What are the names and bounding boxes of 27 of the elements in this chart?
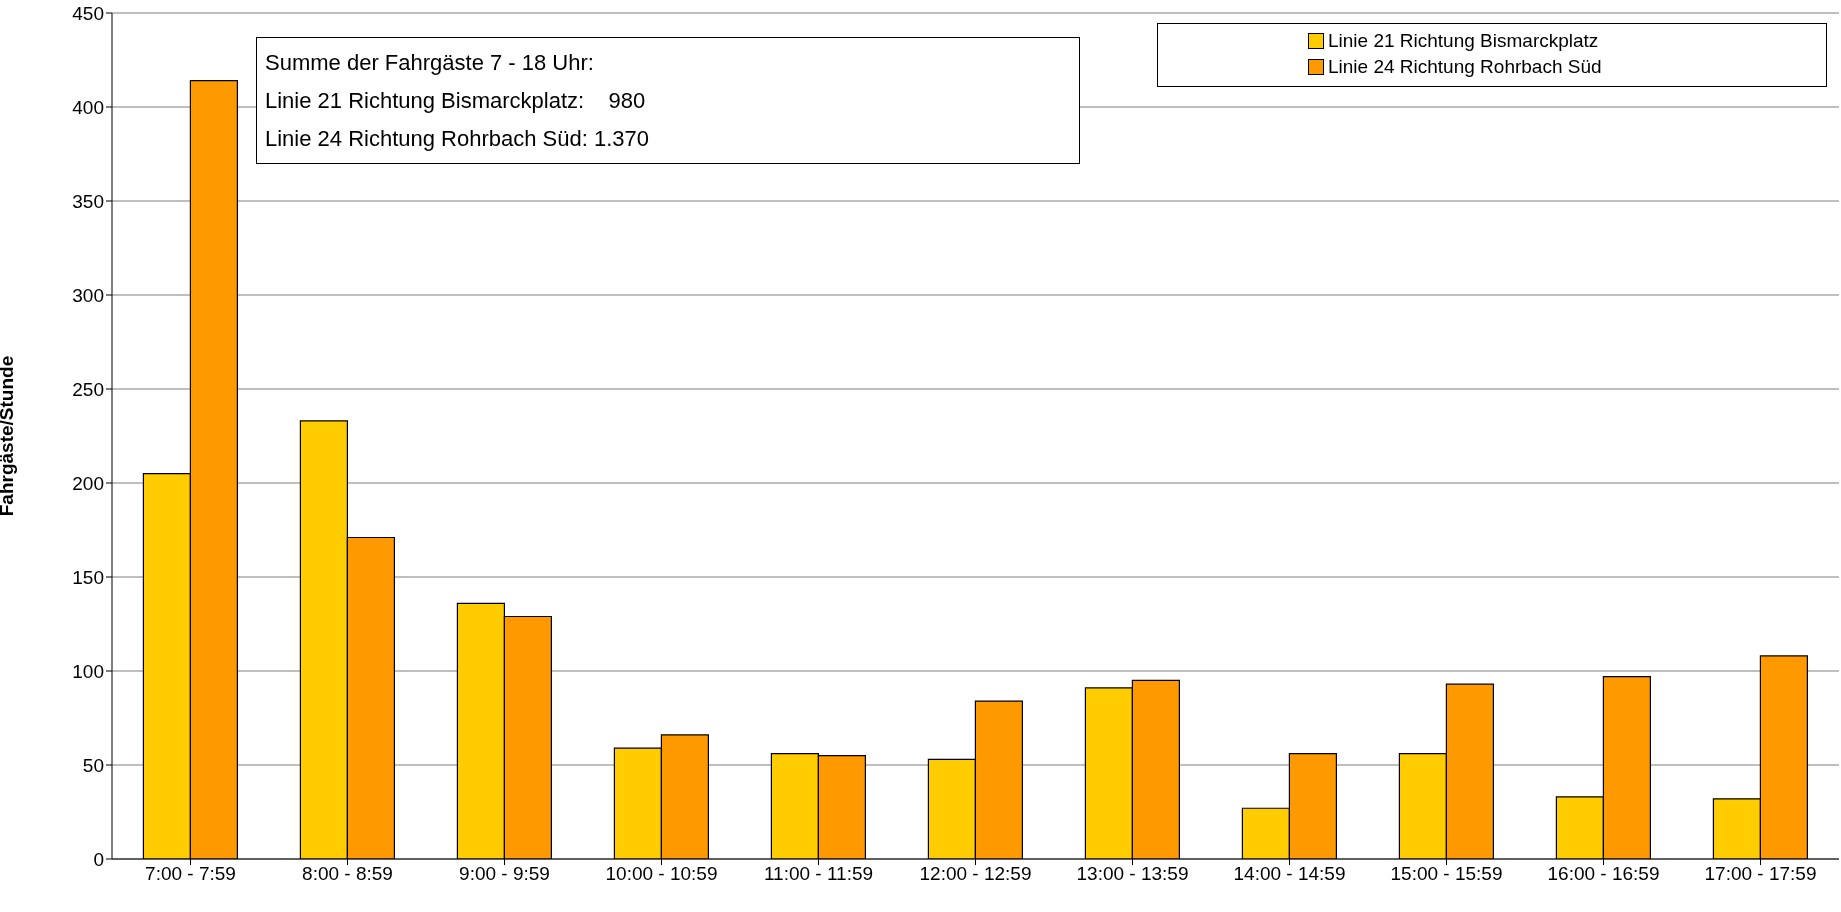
y-tick-label: 250 <box>72 378 104 400</box>
x-tick-label: 16:00 - 16:59 <box>1547 863 1660 885</box>
x-tick-label: 13:00 - 13:59 <box>1076 863 1189 885</box>
annotation: Summe der Fahrgäste 7 - 18 Uhr: <box>265 49 595 77</box>
legend-label: Linie 24 Richtung Rohrbach Süd <box>1328 55 1602 79</box>
x-tick-label: 11:00 - 11:59 <box>763 863 874 885</box>
x-tick-label: 7:00 - 7:59 <box>145 863 236 885</box>
x-tick-label: 15:00 - 15:59 <box>1390 863 1503 885</box>
annotation: Linie 24 Richtung Rohrbach Süd: 1.370 <box>265 125 651 153</box>
y-tick-label: 300 <box>72 284 104 306</box>
note-box: Summe der Fahrgäste 7 - 18 Uhr: Linie 21 Richtung Bismarckplatz: 980 Linie 24 Richtung Rohrbach Süd: 1.370 <box>256 37 1080 164</box>
y-tick-label: 50 <box>82 754 104 776</box>
legend-label: Linie 21 Richtung Bismarckplatz <box>1328 29 1599 53</box>
annotation: Linie 21 Richtung Bismarckplatz: 980 <box>265 87 647 115</box>
x-tick-label: 17:00 - 17:59 <box>1704 863 1817 885</box>
x-tick-label: 12:00 - 12:59 <box>919 863 1032 885</box>
y-tick-label: 350 <box>72 190 104 212</box>
y-tick-label: 450 <box>72 2 104 24</box>
y-tick-label: 100 <box>72 660 104 682</box>
y-tick-label: 400 <box>72 96 104 118</box>
x-tick-label: 8:00 - 8:59 <box>302 863 393 885</box>
y-tick-label: 0 <box>93 848 104 870</box>
y-tick-label: 200 <box>72 472 104 494</box>
y-tick-label: 150 <box>72 566 104 588</box>
x-tick-label: 10:00 - 10:59 <box>605 863 718 885</box>
x-tick-label: 14:00 - 14:59 <box>1233 863 1346 885</box>
x-tick-label: 9:00 - 9:59 <box>459 863 550 885</box>
